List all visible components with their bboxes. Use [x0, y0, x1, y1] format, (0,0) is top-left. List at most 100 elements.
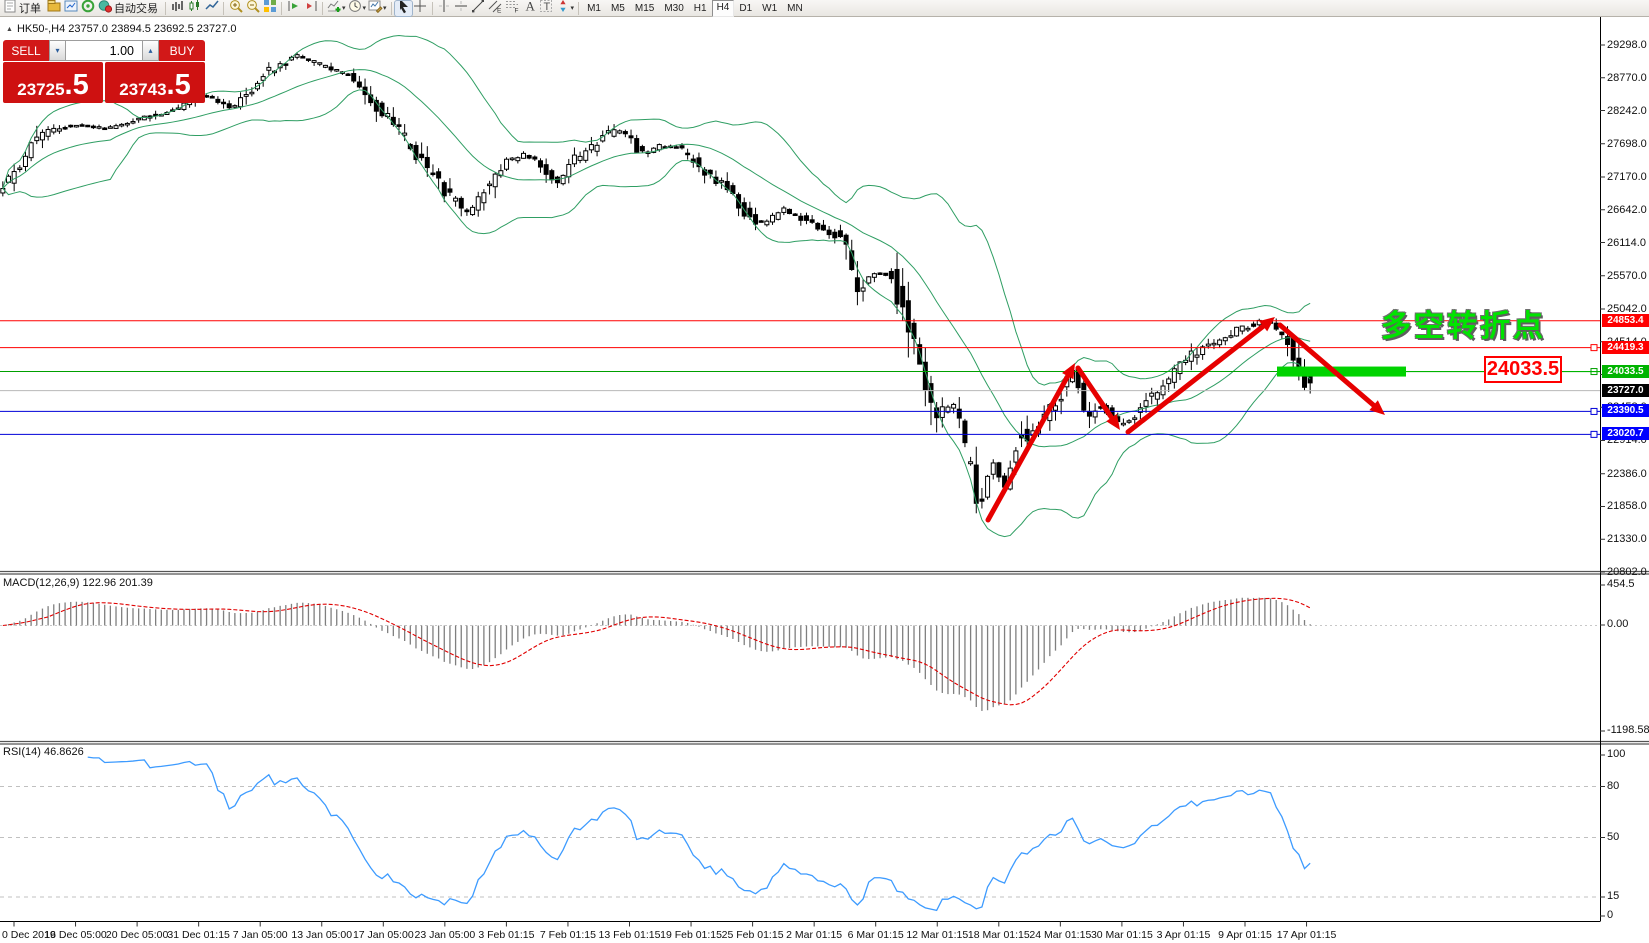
- price-axis-label: 25042.0: [1607, 302, 1647, 315]
- candlestick-mode-icon: [187, 0, 203, 19]
- vertical-line-button[interactable]: [436, 0, 453, 16]
- candlestick-mode-button[interactable]: [186, 0, 203, 19]
- bollinger-lower-band: [2, 89, 1311, 538]
- volume-decrease-button[interactable]: ▾: [49, 40, 66, 61]
- symbol-ohlc-text: HK50-,H4 23757.0 23894.5 23692.5 23727.0: [16, 23, 237, 35]
- support-highlight-bar[interactable]: [1277, 366, 1406, 377]
- timeframe-h1-button[interactable]: H1: [693, 2, 707, 14]
- horizontal-line-icon: [453, 0, 469, 19]
- new-order-label[interactable]: 订单: [19, 3, 41, 15]
- bar-chart-mode-button[interactable]: [169, 0, 186, 16]
- templates-button[interactable]: ▾: [367, 0, 388, 16]
- equidistant-channel-button[interactable]: E: [487, 0, 504, 19]
- timeframe-m15-button[interactable]: M15: [634, 2, 655, 14]
- price-axis-label: 20802.0: [1607, 566, 1647, 578]
- timeframe-m5-button[interactable]: M5: [610, 2, 625, 14]
- timeframe-m1-button[interactable]: M1: [587, 2, 601, 14]
- zoom-in-button[interactable]: [227, 0, 244, 16]
- text-icon: A: [521, 0, 537, 19]
- toolbar-separator: [578, 1, 580, 15]
- toolbar: 订单 自动交易 ▾ ▾ ▾ E F A T ▾ M1 M5 M15 M30 H1 H4 D1 W1 MN: [0, 0, 1649, 17]
- arrows-button[interactable]: ▾: [555, 0, 576, 19]
- trend-arrow-2[interactable]: [1075, 365, 1115, 421]
- dropdown-arrow-icon[interactable]: ▾: [570, 5, 575, 12]
- bollinger-upper-band: [2, 34, 1311, 386]
- tile-windows-button[interactable]: [261, 0, 278, 16]
- time-axis-label: 16 Dec 05:00: [44, 929, 107, 941]
- toolbar-separator: [165, 1, 166, 15]
- horizontal-line-button[interactable]: [453, 0, 470, 19]
- time-axis-label: 23 Jan 05:00: [414, 929, 476, 941]
- time-axis-label: 18 Mar 01:15: [967, 929, 1030, 941]
- profiles-icon: [63, 0, 79, 19]
- buy-button[interactable]: BUY: [159, 40, 205, 61]
- timeframe-mn-button[interactable]: MN: [787, 2, 803, 14]
- trendline-button[interactable]: [470, 0, 487, 19]
- svg-text:E: E: [497, 7, 502, 14]
- buy-price-main: 23743: [119, 80, 167, 99]
- rsi-axis-label: 50: [1607, 831, 1620, 843]
- timeframe-w1-button[interactable]: W1: [762, 2, 778, 14]
- chart-shift-button[interactable]: [302, 0, 319, 16]
- new-order-button[interactable]: [1, 0, 18, 16]
- price-axis-label: 22386.0: [1607, 467, 1647, 480]
- dropdown-arrow-icon[interactable]: ▾: [383, 5, 387, 12]
- volume-increase-button[interactable]: ▴: [142, 40, 159, 61]
- turning-point-annotation[interactable]: 多空转折点: [1381, 310, 1546, 343]
- sell-price-frac: .5: [64, 69, 89, 101]
- equidistant-channel-icon: E: [487, 0, 503, 19]
- autotrading-label[interactable]: 自动交易: [114, 3, 158, 15]
- auto-scroll-button[interactable]: [285, 0, 302, 16]
- price-annotation-box[interactable]: 24033.5: [1484, 356, 1562, 383]
- timeframe-d1-button[interactable]: D1: [739, 2, 753, 14]
- autotrading-button[interactable]: [96, 0, 113, 16]
- time-axis-label: 7 Jan 05:00: [232, 929, 288, 941]
- cursor-button[interactable]: [393, 0, 413, 17]
- text-button[interactable]: A: [521, 0, 538, 19]
- toolbar-separator: [322, 1, 323, 15]
- periods-icon: [347, 0, 363, 19]
- dropdown-arrow-icon[interactable]: ▾: [342, 5, 346, 12]
- profiles-button[interactable]: [62, 0, 79, 19]
- dropdown-arrow-icon[interactable]: ▾: [362, 5, 367, 12]
- crosshair-button[interactable]: [412, 0, 429, 16]
- toolbar-separator: [223, 1, 224, 15]
- trend-arrow-head-3: [1259, 317, 1275, 332]
- trend-arrow-4[interactable]: [1277, 322, 1377, 408]
- indicators-button[interactable]: ▾: [326, 0, 347, 16]
- arrows-icon: [555, 0, 571, 19]
- fibonacci-retracement-button[interactable]: F: [504, 0, 521, 16]
- timeframe-h4-button[interactable]: H4: [711, 0, 735, 17]
- price-badge-23020.7: 23020.7: [1602, 427, 1649, 441]
- sell-price-button[interactable]: 23725.5: [3, 62, 103, 103]
- text-label-button[interactable]: T: [538, 0, 555, 16]
- volume-input[interactable]: [66, 40, 142, 61]
- trend-arrow-1[interactable]: [985, 373, 1071, 523]
- time-axis-label: 19 Feb 01:15: [660, 929, 722, 941]
- line-handle-24419.3[interactable]: [1590, 344, 1598, 352]
- navigator-button[interactable]: [79, 0, 96, 16]
- buy-price-button[interactable]: 23743.5: [105, 62, 205, 103]
- time-axis-label: 20 Dec 05:00: [105, 929, 169, 941]
- timeframe-m30-button[interactable]: M30: [664, 2, 684, 14]
- zoom-out-button[interactable]: [244, 0, 261, 16]
- time-axis-label: 3 Apr 01:15: [1156, 929, 1211, 941]
- line-chart-mode-icon: [204, 0, 220, 19]
- time-axis-label: 31 Dec 01:15: [167, 929, 230, 941]
- new-chart-button[interactable]: [45, 0, 62, 16]
- price-axis-label: 27698.0: [1607, 137, 1647, 150]
- line-handle-23390.5[interactable]: [1590, 407, 1598, 415]
- trend-arrow-3[interactable]: [1125, 323, 1266, 435]
- line-handle-23020.7[interactable]: [1590, 430, 1598, 438]
- periods-button[interactable]: ▾: [347, 0, 368, 19]
- price-axis-label: 25570.0: [1607, 269, 1647, 282]
- sell-button[interactable]: SELL: [3, 40, 49, 61]
- time-axis-label: 13 Feb 01:15: [598, 929, 661, 941]
- line-chart-mode-button[interactable]: [203, 0, 220, 19]
- time-axis-label: 17 Apr 01:15: [1276, 929, 1337, 941]
- price-badge-24419.3: 24419.3: [1602, 340, 1649, 354]
- price-axis-label: 28770.0: [1607, 71, 1647, 84]
- rsi-axis-label: 80: [1607, 780, 1620, 792]
- chart-canvas[interactable]: [0, 17, 1649, 943]
- trendline-icon: [470, 0, 486, 19]
